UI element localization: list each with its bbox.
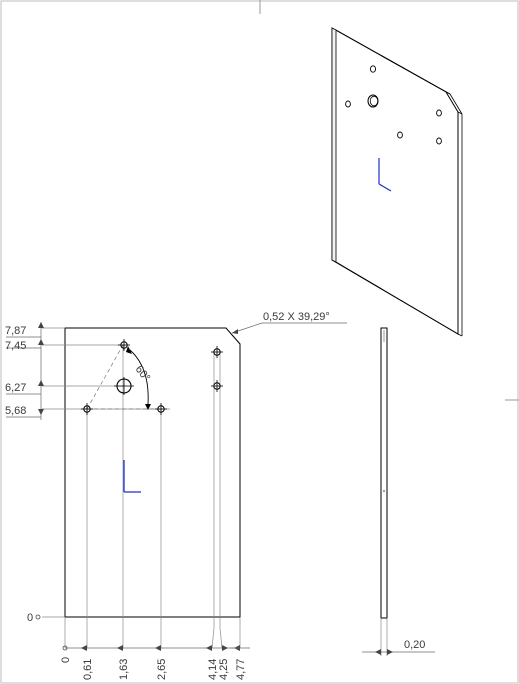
hole-top (118, 339, 130, 351)
hole-left (81, 403, 93, 415)
isometric-view (331, 27, 463, 337)
dim-label-4-77: 4,77 (235, 659, 247, 680)
dim-label-6-27: 6,27 (5, 382, 26, 394)
hole-edge-lower (211, 380, 223, 392)
thickness-label: 0,20 (404, 639, 425, 651)
dim-label-5-68: 5,68 (5, 405, 26, 417)
dim-label-x-zero: 0 (60, 657, 72, 663)
dim-label-2-65: 2,65 (156, 659, 168, 680)
hole-edge-upper (211, 346, 223, 358)
dim-label-7-45: 7,45 (5, 340, 26, 352)
dim-label-4-14: 4,14 (207, 659, 219, 680)
hole-center-large (114, 377, 134, 395)
hole-right (155, 403, 167, 415)
dim-label-0-61: 0,61 (82, 659, 94, 680)
dim-label-1-63: 1,63 (118, 659, 130, 680)
chamfer-label: 0,52 X 39,29° (263, 311, 330, 323)
front-view (6, 322, 347, 651)
side-view (362, 327, 435, 656)
dim-label-4-25: 4,25 (218, 659, 230, 680)
dim-label-7-87: 7,87 (5, 325, 26, 337)
dim-label-y-zero: 0 (27, 612, 33, 624)
